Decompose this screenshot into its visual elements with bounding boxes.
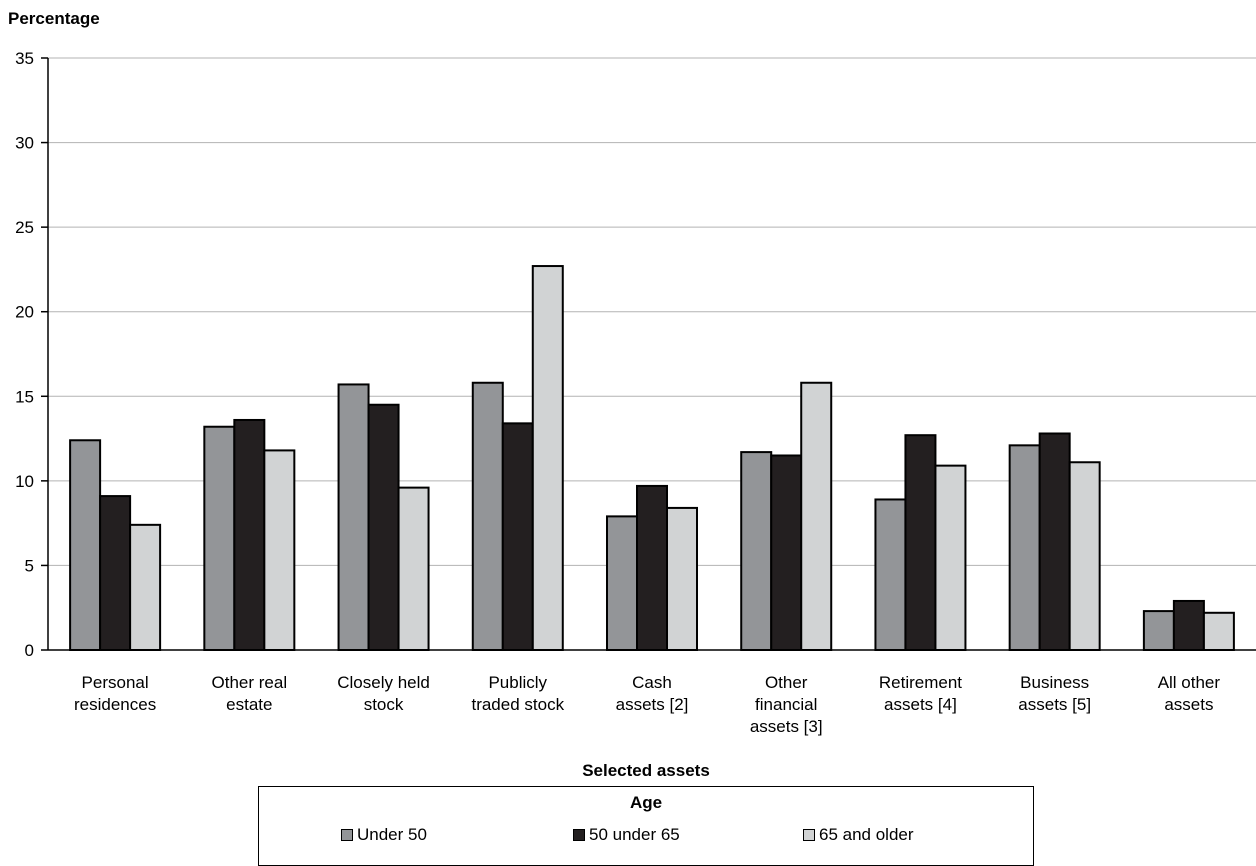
x-category-label-line: Publicly: [488, 673, 547, 692]
legend-item-50-under-65: 50 under 65: [573, 825, 680, 845]
bar: [770, 454, 803, 651]
x-category-label: Business assets [5]: [1018, 673, 1091, 714]
x-category-label-line: assets [4]: [884, 695, 957, 714]
x-axis-title: Selected assets: [582, 761, 710, 780]
y-axis-ticks: 0 5 10 15 20 25 30 35: [15, 49, 48, 660]
legend: Age Under 50 50 under 65 65 and older: [258, 786, 1034, 866]
x-category-label-line: assets [3]: [750, 717, 823, 736]
bar: [233, 418, 266, 652]
y-tick-label: 35: [15, 49, 34, 68]
x-category-label-line: Cash: [632, 673, 672, 692]
x-category-label-line: stock: [364, 695, 404, 714]
bar: [666, 506, 698, 652]
bar: [1038, 432, 1071, 651]
bar: [1008, 444, 1041, 651]
x-category-label-line: Retirement: [879, 673, 962, 692]
bar: [1202, 611, 1235, 652]
bar: [934, 464, 967, 651]
legend-label: 50 under 65: [589, 825, 680, 844]
bar: [740, 451, 773, 651]
bar: [129, 523, 162, 651]
x-category-label-line: assets [2]: [616, 695, 689, 714]
bar: [874, 498, 907, 651]
bar: [904, 434, 937, 651]
x-category-label: Other financial assets [3]: [750, 673, 823, 736]
y-tick-label: 15: [15, 387, 34, 406]
legend-item-under-50: Under 50: [341, 825, 427, 845]
x-category-label-line: estate: [226, 695, 272, 714]
y-tick-label: 30: [15, 134, 34, 153]
legend-swatch: [573, 829, 585, 841]
bar-chart: Percentage 0 5 10 15 20 25 30 35 Personal reside…: [8, 9, 1256, 780]
bar: [501, 422, 534, 651]
bar: [606, 515, 638, 651]
legend-label: 65 and older: [819, 825, 914, 844]
bar: [337, 383, 370, 651]
bar: [800, 381, 833, 651]
x-category-label-line: traded stock: [471, 695, 564, 714]
bar: [471, 381, 504, 651]
bars: [69, 265, 1235, 652]
legend-title: Age: [629, 793, 663, 812]
bar: [367, 403, 400, 651]
bar: [1142, 610, 1175, 652]
x-category-label: Other real estate: [212, 673, 288, 714]
x-category-label-line: Other: [765, 673, 808, 692]
x-category-label: All other assets: [1158, 673, 1221, 714]
legend-item-65-and-older: 65 and older: [803, 825, 914, 845]
bar: [99, 495, 132, 651]
y-tick-label: 10: [15, 472, 34, 491]
x-category-label: Closely held stock: [337, 673, 430, 714]
x-category-label-line: assets: [1164, 695, 1213, 714]
bar: [397, 486, 430, 651]
x-category-label: Publicly traded stock: [471, 673, 564, 714]
legend-label: Under 50: [357, 825, 427, 844]
x-category-label-line: Business: [1020, 673, 1089, 692]
y-tick-label: 0: [25, 641, 34, 660]
bar: [263, 449, 296, 652]
x-category-label: Retirement assets [4]: [879, 673, 962, 714]
x-category-label-line: All other: [1158, 673, 1221, 692]
x-category-label-line: Closely held: [337, 673, 430, 692]
x-category-label-line: residences: [74, 695, 156, 714]
x-category-label: Cash assets [2]: [616, 673, 689, 714]
x-category-label-line: financial: [755, 695, 817, 714]
x-axis-categories: Personal residences Other real estate Closel…: [74, 673, 1220, 736]
bar: [1068, 461, 1101, 651]
y-tick-label: 5: [25, 556, 34, 575]
x-category-label-line: Personal: [82, 673, 149, 692]
bar: [69, 439, 102, 651]
bar: [531, 265, 564, 651]
legend-swatch: [803, 829, 815, 841]
bar: [203, 425, 236, 651]
x-category-label: Personal residences: [74, 673, 156, 714]
y-tick-label: 20: [15, 303, 34, 322]
bar: [636, 484, 668, 651]
legend-swatch: [341, 829, 353, 841]
y-tick-label: 25: [15, 218, 34, 237]
x-category-label-line: assets [5]: [1018, 695, 1091, 714]
bar: [1172, 599, 1205, 651]
x-category-label-line: Other real: [212, 673, 288, 692]
y-axis-title: Percentage: [8, 9, 100, 28]
